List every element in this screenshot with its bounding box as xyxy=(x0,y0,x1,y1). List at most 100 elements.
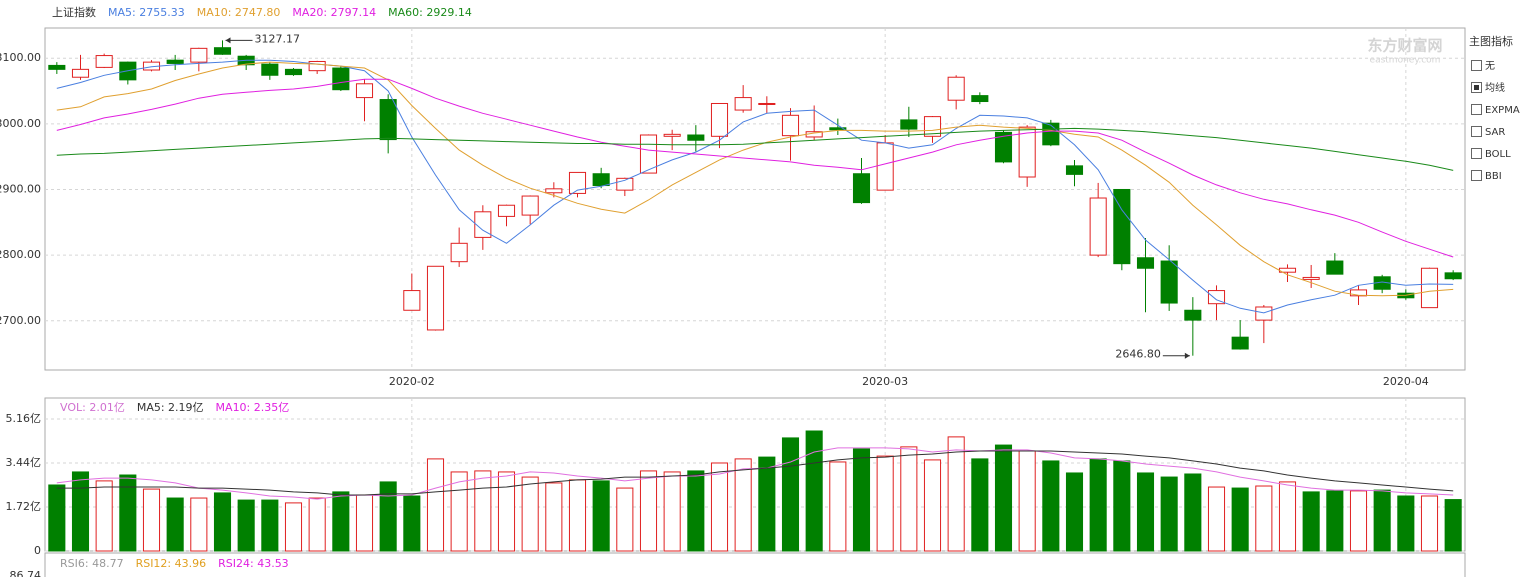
checkbox[interactable] xyxy=(1471,126,1482,137)
candle-body xyxy=(95,55,113,68)
volume-bar xyxy=(95,480,113,552)
checkbox[interactable] xyxy=(1471,104,1482,115)
legend-entry: MA60: 2929.14 xyxy=(388,6,472,19)
y-tick-label: 2800.00 xyxy=(0,248,41,261)
candle-body xyxy=(1444,272,1462,280)
candle-body xyxy=(852,173,871,204)
candle-body xyxy=(1207,290,1226,305)
candle-body xyxy=(379,99,397,141)
volume-bar xyxy=(166,497,184,552)
legend-entry: MA5: 2755.33 xyxy=(108,6,185,19)
volume-bar xyxy=(1349,490,1368,552)
candle-body xyxy=(426,265,445,331)
rsi-legend-entry: RSI24: 43.53 xyxy=(218,557,289,570)
candle-body xyxy=(663,133,681,137)
candle-body xyxy=(521,195,539,216)
ma-line xyxy=(56,127,1454,171)
volume-bar xyxy=(781,437,800,552)
volume-bar xyxy=(1042,460,1060,552)
candle-body xyxy=(545,188,563,194)
annotation-arrowhead xyxy=(225,37,231,44)
volume-bar xyxy=(994,444,1013,552)
volume-bar xyxy=(852,448,871,552)
sidebar-option[interactable]: BOLL xyxy=(1485,149,1511,160)
candle-body xyxy=(592,173,610,187)
checkbox[interactable] xyxy=(1471,148,1482,159)
candle-body xyxy=(48,64,66,70)
candle-body xyxy=(261,63,279,76)
volume-bar xyxy=(308,497,326,552)
legend-entry: MA20: 2797.14 xyxy=(292,6,376,19)
candle-body xyxy=(71,68,90,78)
candle-body xyxy=(734,97,752,111)
candle-body xyxy=(1089,197,1107,256)
price-panel-frame xyxy=(44,27,1466,371)
volume-bar xyxy=(1136,472,1155,552)
volume-title: VOL: 2.01亿 xyxy=(60,401,125,414)
volume-bar xyxy=(568,479,587,552)
volume-bar xyxy=(1255,485,1273,552)
ma-line xyxy=(56,59,1454,314)
y-tick-label: 3.44亿 xyxy=(6,456,42,469)
volume-bar xyxy=(1231,487,1249,552)
candle-body xyxy=(284,68,303,76)
sidebar-option[interactable]: 均线 xyxy=(1485,81,1505,94)
candle-body xyxy=(1302,276,1320,280)
checkbox[interactable] xyxy=(1471,170,1482,181)
x-tick-label: 2020-03 xyxy=(862,375,908,388)
checkbox-mark xyxy=(1474,85,1479,90)
rsi-panel-frame xyxy=(44,552,1466,577)
y-tick-label: 5.16亿 xyxy=(6,412,42,425)
candle-body xyxy=(710,102,729,137)
candle-body xyxy=(1018,126,1036,178)
sidebar-option[interactable]: 无 xyxy=(1485,61,1495,72)
candle-body xyxy=(1136,257,1155,269)
volume-bar xyxy=(545,482,563,552)
volume-bar xyxy=(119,474,137,552)
candle-body xyxy=(616,177,634,191)
volume-bar xyxy=(876,455,894,552)
volume-bar xyxy=(379,481,397,552)
volume-bar xyxy=(805,430,823,552)
volume-bar xyxy=(1160,476,1178,552)
volume-bar xyxy=(687,470,705,552)
volume-bar xyxy=(284,502,303,552)
volume-bar xyxy=(237,499,255,552)
candle-body xyxy=(1113,188,1131,265)
candle-body xyxy=(900,119,918,130)
volume-bar xyxy=(710,462,729,552)
y-tick-label: 1.72亿 xyxy=(6,500,42,513)
volume-bar xyxy=(971,458,989,552)
volume-bar xyxy=(1113,460,1131,552)
y-tick-label: 3100.00 xyxy=(0,51,41,64)
annotation-label: 2646.80 xyxy=(1115,348,1161,361)
volume-bar xyxy=(521,476,539,552)
volume-bar xyxy=(1302,491,1320,552)
candle-body xyxy=(474,211,492,238)
sidebar-option[interactable]: SAR xyxy=(1485,127,1505,138)
volume-bar xyxy=(1278,481,1297,552)
candle-body xyxy=(1042,122,1060,146)
volume-bar xyxy=(497,471,516,552)
volume-bar xyxy=(1089,458,1107,552)
candle-body xyxy=(758,102,776,105)
candle-body xyxy=(829,127,847,131)
candle-body xyxy=(1184,309,1202,321)
sidebar-option[interactable]: BBI xyxy=(1485,171,1502,182)
candle-body xyxy=(1420,267,1439,309)
candle-body xyxy=(1255,306,1273,321)
volume-bar xyxy=(213,492,232,552)
sidebar-title: 主图指标 xyxy=(1469,34,1513,48)
candle-body xyxy=(923,116,942,137)
candle-body xyxy=(1349,289,1368,297)
volume-bar xyxy=(900,446,918,552)
ma-line xyxy=(56,61,1454,297)
volume-bar xyxy=(1420,495,1439,552)
sidebar-option[interactable]: EXPMA xyxy=(1485,105,1520,116)
annotation-arrowhead xyxy=(1184,352,1190,359)
candle-body xyxy=(687,134,705,141)
volume-bar xyxy=(1444,499,1462,552)
candle-body xyxy=(1231,336,1249,350)
y-tick-label: 2700.00 xyxy=(0,314,41,327)
checkbox[interactable] xyxy=(1471,60,1482,71)
